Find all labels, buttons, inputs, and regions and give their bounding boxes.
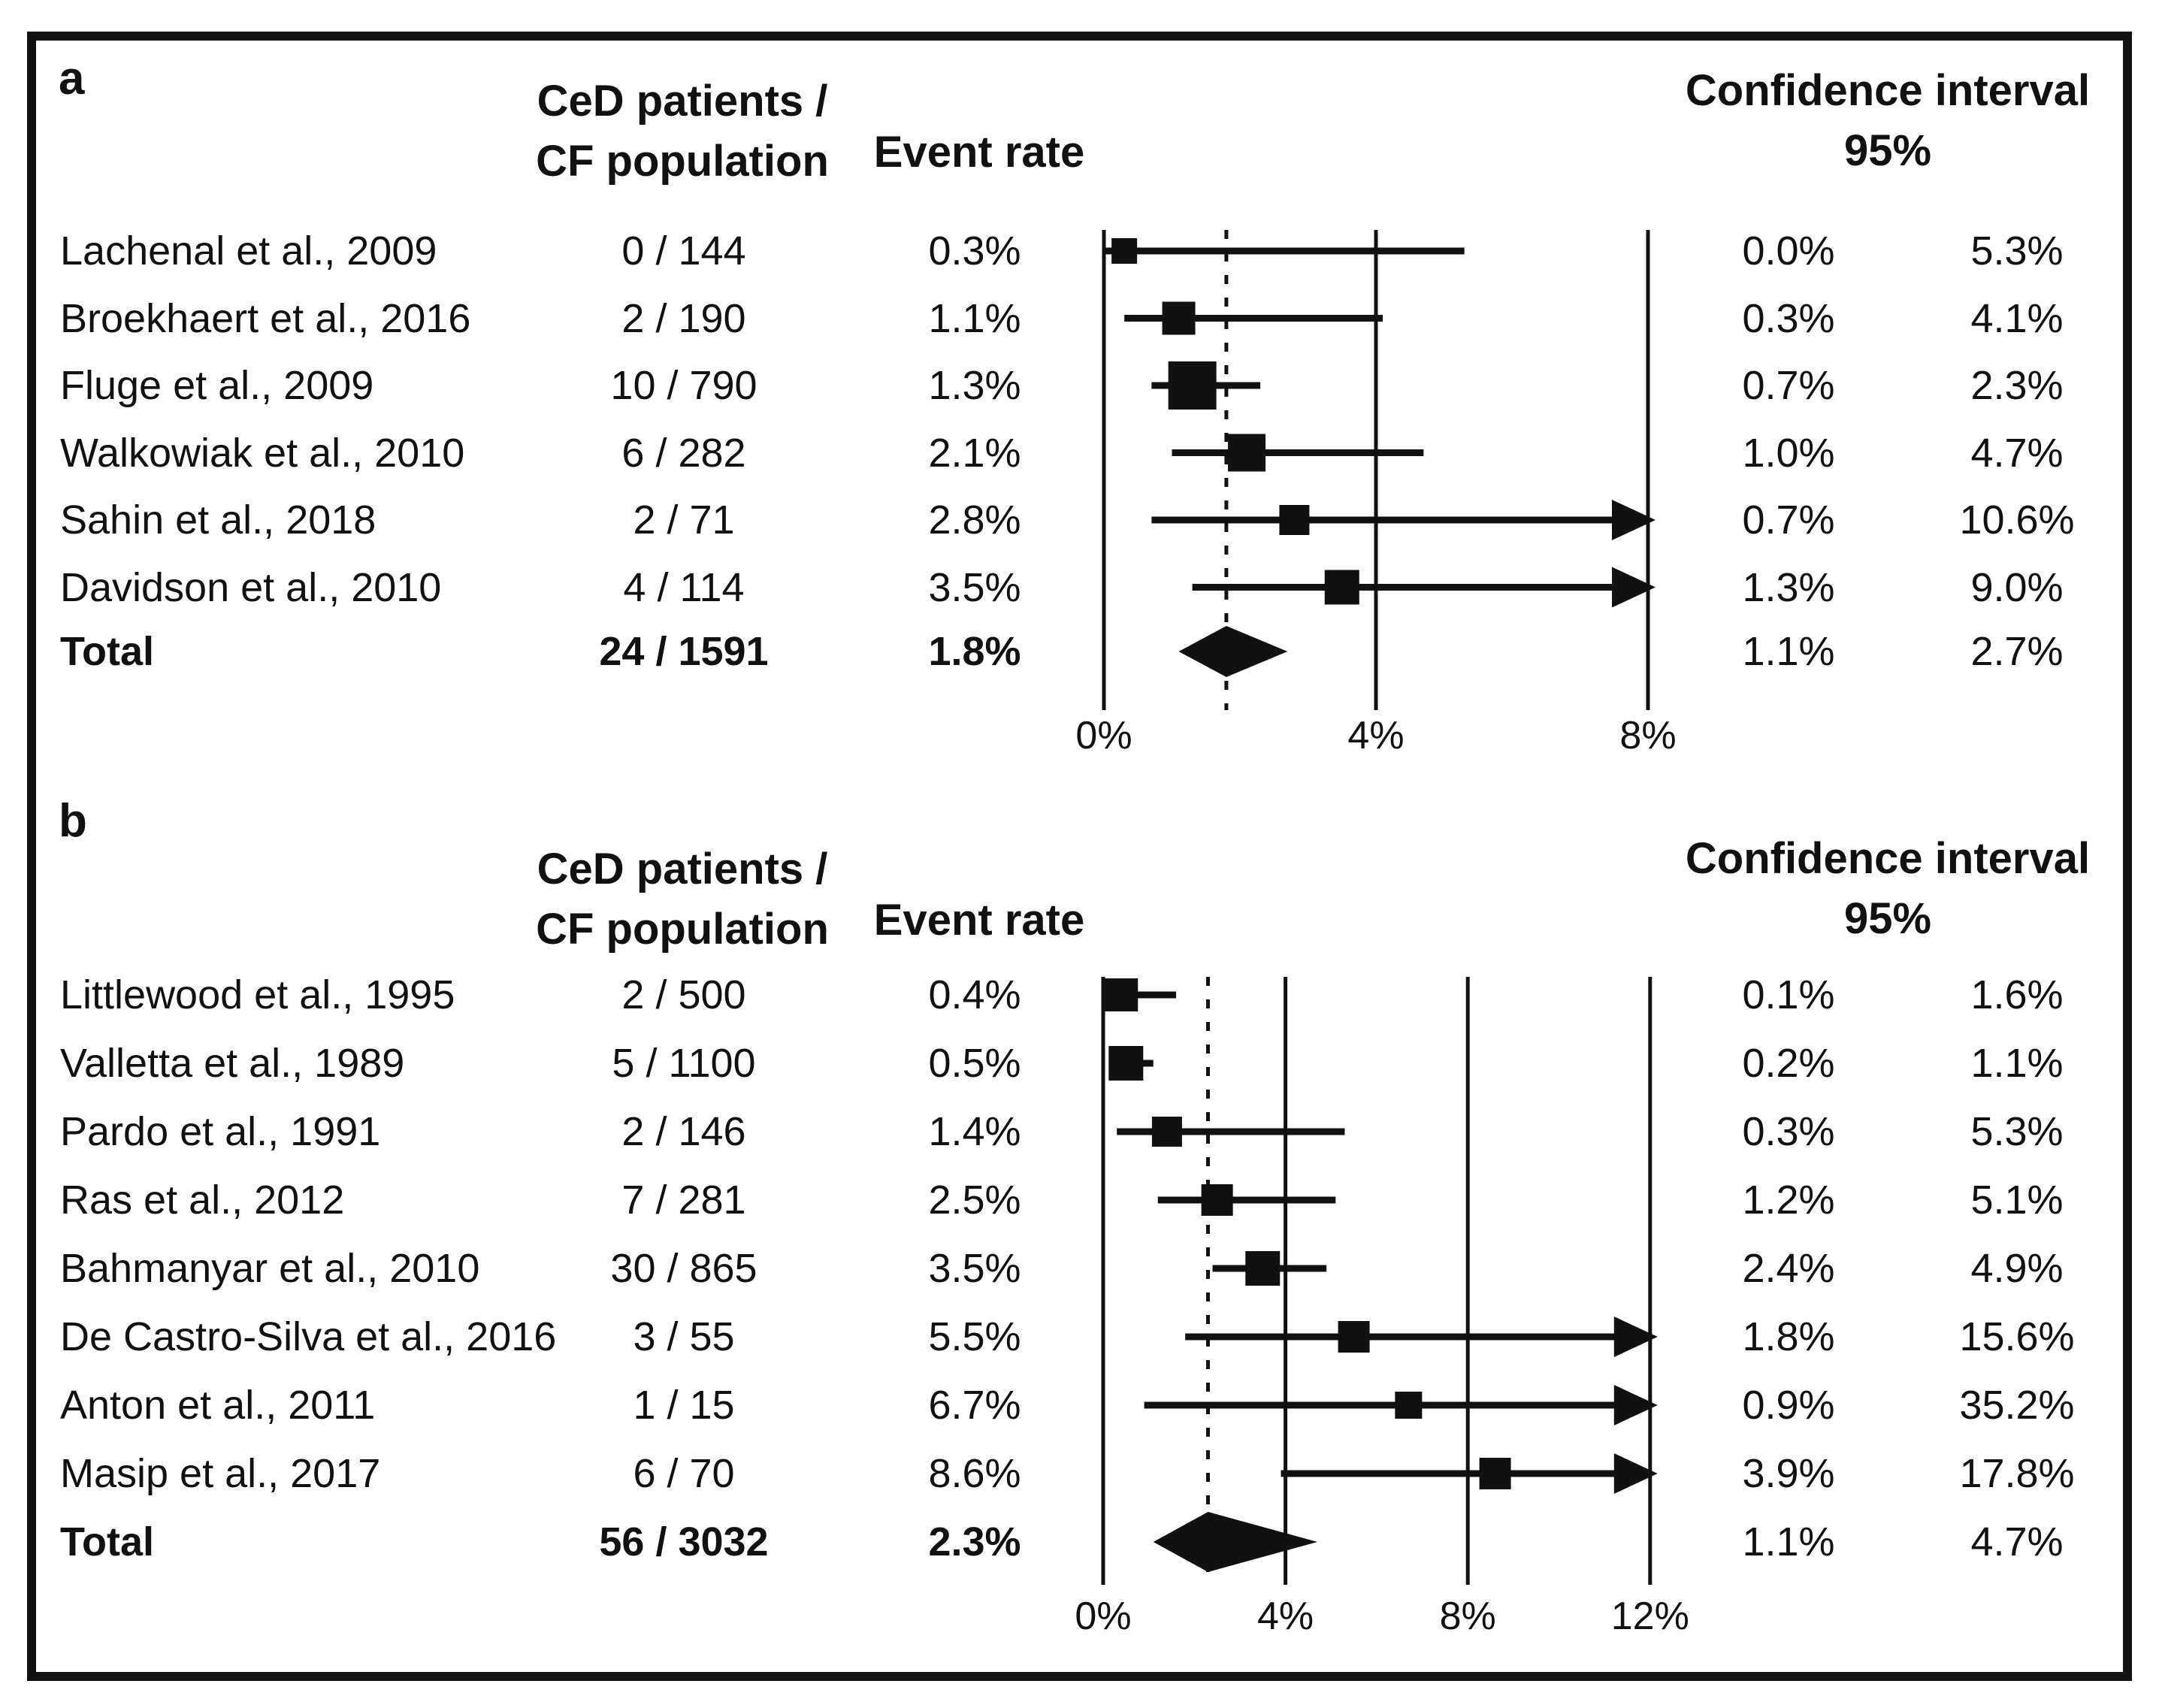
ci-low-value: 2.4%	[1742, 1246, 1835, 1291]
figure-border	[27, 32, 2132, 1681]
ratio-value: 2 / 146	[621, 1109, 746, 1154]
ratio-value: 3 / 55	[633, 1314, 735, 1359]
ci-high-value: 5.3%	[1970, 1109, 2064, 1154]
ratio-value: 5 / 1100	[612, 1041, 756, 1086]
ratio-value: 10 / 790	[610, 363, 757, 408]
ratio-value: 2 / 190	[621, 295, 746, 341]
event-rate-value: 2.1%	[928, 430, 1021, 476]
ci-high-value: 2.3%	[1970, 363, 2064, 408]
panel-a-header-ratio-line1: CeD patients /	[537, 77, 828, 125]
panel-b-header-ratio-line1: CeD patients /	[537, 845, 828, 893]
ci-high-value: 17.8%	[1959, 1451, 2075, 1496]
study-label: Masip et al., 2017	[60, 1451, 381, 1496]
ci-high-value: 5.1%	[1970, 1177, 2064, 1223]
ci-low-value: 1.1%	[1742, 1519, 1835, 1564]
ratio-value: 7 / 281	[621, 1177, 746, 1223]
ci-high-value: 4.7%	[1970, 1519, 2064, 1564]
ci-high-value: 4.1%	[1970, 295, 2064, 341]
event-rate-value: 0.4%	[928, 972, 1021, 1017]
study-label: De Castro-Silva et al., 2016	[60, 1314, 557, 1359]
ci-high-value: 15.6%	[1959, 1314, 2075, 1359]
ci-low-value: 0.7%	[1742, 497, 1835, 543]
ratio-value: 0 / 144	[621, 228, 746, 274]
study-label: Bahmanyar et al., 2010	[60, 1246, 480, 1291]
event-rate-value: 6.7%	[928, 1383, 1021, 1428]
ci-low-value: 0.1%	[1742, 972, 1835, 1017]
study-label: Sahin et al., 2018	[60, 497, 376, 543]
ci-low-value: 0.3%	[1742, 1109, 1835, 1154]
ratio-value: 56 / 3032	[599, 1519, 769, 1564]
event-rate-value: 1.8%	[928, 629, 1021, 674]
ratio-value: 6 / 282	[621, 430, 746, 476]
event-rate-value: 0.5%	[928, 1041, 1021, 1086]
ci-low-value: 1.2%	[1742, 1177, 1835, 1223]
study-label: Fluge et al., 2009	[60, 363, 374, 408]
panel-a-header-ratio-line2: CF population	[536, 137, 829, 186]
ratio-value: 2 / 71	[633, 497, 735, 543]
study-label: Pardo et al., 1991	[60, 1109, 381, 1154]
total-label: Total	[60, 629, 154, 674]
panel-b-header-ci-line1: Confidence interval	[1685, 834, 2091, 883]
ci-high-value: 4.7%	[1970, 430, 2064, 476]
panel-b-header-event-rate: Event rate	[873, 896, 1085, 945]
ci-high-value: 1.6%	[1970, 972, 2064, 1017]
ci-low-value: 3.9%	[1742, 1451, 1835, 1496]
ratio-value: 4 / 114	[623, 564, 745, 610]
panel-a-header-event-rate: Event rate	[873, 128, 1085, 177]
ci-high-value: 5.3%	[1970, 228, 2064, 274]
ci-low-value: 1.0%	[1742, 430, 1835, 476]
ratio-value: 1 / 15	[633, 1383, 735, 1428]
event-rate-value: 3.5%	[928, 1246, 1021, 1291]
study-label: Davidson et al., 2010	[60, 564, 442, 610]
study-label: Anton et al., 2011	[60, 1383, 376, 1428]
event-rate-value: 2.5%	[928, 1177, 1021, 1223]
ci-high-value: 4.9%	[1970, 1246, 2064, 1291]
study-label: Valletta et al., 1989	[60, 1041, 405, 1086]
study-label: Walkowiak et al., 2010	[60, 430, 465, 476]
panel-b-label: b	[59, 795, 87, 847]
ci-high-value: 35.2%	[1959, 1383, 2075, 1428]
ratio-value: 2 / 500	[621, 972, 746, 1017]
panel-a-header-ci-line1: Confidence interval	[1685, 66, 2091, 115]
event-rate-value: 1.4%	[928, 1109, 1021, 1154]
event-rate-value: 1.3%	[928, 363, 1021, 408]
panel-b-header-ci-line2: 95%	[1843, 894, 1932, 943]
event-rate-value: 1.1%	[928, 295, 1021, 341]
study-label: Broekhaert et al., 2016	[60, 295, 471, 341]
ratio-value: 30 / 865	[610, 1246, 757, 1291]
study-label: Littlewood et al., 1995	[60, 972, 455, 1017]
ratio-value: 24 / 1591	[599, 629, 769, 674]
panel-b-header-ratio-line2: CF population	[536, 905, 829, 954]
ci-low-value: 0.7%	[1742, 363, 1835, 408]
ci-low-value: 1.8%	[1742, 1314, 1835, 1359]
ci-low-value: 1.1%	[1742, 629, 1835, 674]
ci-low-value: 0.2%	[1742, 1041, 1835, 1086]
event-rate-value: 2.3%	[928, 1519, 1021, 1564]
study-label: Lachenal et al., 2009	[60, 228, 437, 274]
event-rate-value: 0.3%	[928, 228, 1021, 274]
panel-a-header-ci-line2: 95%	[1843, 126, 1932, 175]
ci-low-value: 0.3%	[1742, 295, 1835, 341]
study-label: Ras et al., 2012	[60, 1177, 345, 1223]
ci-low-value: 0.0%	[1742, 228, 1835, 274]
event-rate-value: 3.5%	[928, 564, 1021, 610]
ratio-value: 6 / 70	[633, 1451, 735, 1496]
event-rate-value: 2.8%	[928, 497, 1021, 543]
ci-low-value: 1.3%	[1742, 564, 1835, 610]
total-label: Total	[60, 1519, 154, 1564]
ci-high-value: 10.6%	[1959, 497, 2075, 543]
event-rate-value: 8.6%	[928, 1451, 1021, 1496]
ci-high-value: 9.0%	[1970, 564, 2064, 610]
ci-high-value: 1.1%	[1970, 1041, 2064, 1086]
ci-high-value: 2.7%	[1970, 629, 2064, 674]
event-rate-value: 5.5%	[928, 1314, 1021, 1359]
ci-low-value: 0.9%	[1742, 1383, 1835, 1428]
panel-a-label: a	[59, 53, 85, 104]
